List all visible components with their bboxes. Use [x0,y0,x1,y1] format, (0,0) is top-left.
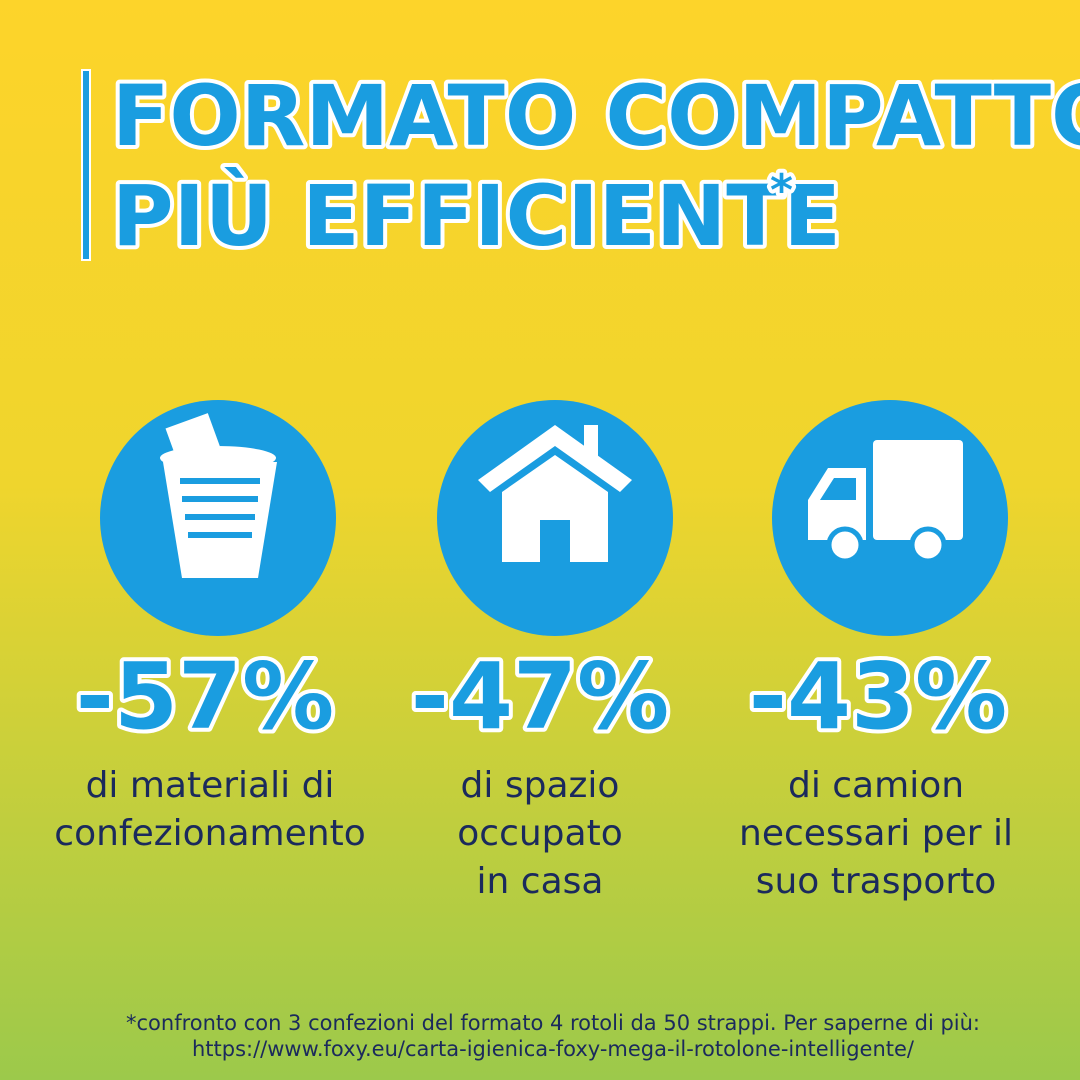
title-line: FORMATO COMPATTO [112,67,1080,165]
footnote-line: https://www.foxy.eu/carta-igienica-foxy-… [192,1037,915,1061]
description-line: suo trasporto [756,861,997,902]
icon-basket [100,400,336,636]
title-bar [81,69,91,261]
footnote-line: *confronto con 3 confezioni del formato … [126,1011,980,1035]
description-line: di camion [788,765,964,806]
description-line: di materiali di [86,765,335,806]
description-line: occupato [457,813,622,854]
description-line: di spazio [461,765,620,806]
icon-truck [772,400,1008,636]
description-line: confezionamento [54,813,365,854]
asterisk: * [770,165,793,216]
icon-house [437,400,673,636]
stat: -43% [749,643,1007,750]
title-line: PIÙ EFFICIENTE [112,167,841,265]
description-line: necessari per il [739,813,1013,854]
description-line: in casa [477,861,604,902]
stat: -47% [411,643,669,750]
stat: -57% [76,643,334,750]
